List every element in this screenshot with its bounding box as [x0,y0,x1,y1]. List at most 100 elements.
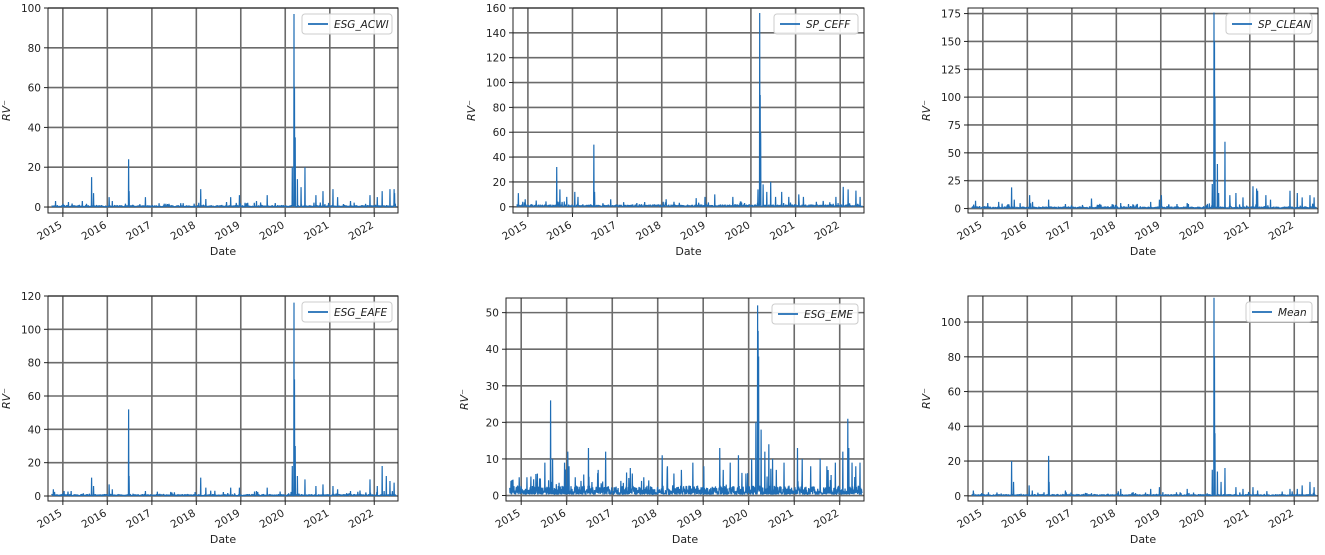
legend-box [771,303,859,325]
y-tick-label: 40 [28,122,41,134]
x-tick-label: 2021 [768,219,797,243]
y-tick-label: 20 [493,177,506,189]
y-tick-label: 40 [948,421,961,433]
x-tick-label: 2015 [35,507,64,531]
legend-box [301,301,393,323]
x-tick-label: 2018 [1089,507,1118,531]
y-tick-label: 80 [28,358,41,370]
y-tick-label: 60 [28,391,41,403]
series-line [509,305,863,496]
chart-mean: 0 20 40 60 80 100 2015 2016 2017 2018 2019 2020 2021… [900,288,1325,555]
y-tick-label: 0 [954,491,961,503]
y-tick-label: 40 [486,344,499,356]
y-tick-label: 175 [941,9,961,21]
y-tick-label: 120 [21,291,41,303]
y-tick-label: 0 [954,204,961,216]
y-tick-label: 25 [948,176,961,188]
x-tick-label: 2017 [1044,219,1073,243]
chart-svg: 0 20 40 60 80 100 2015 2016 2017 2018 2019 2020 2021… [0,3,399,258]
y-tick-label: 80 [948,352,961,364]
series-line [971,12,1317,209]
x-tick-label: 2022 [1267,507,1296,531]
y-tick-label: 80 [28,43,41,55]
x-tick-label: 2018 [169,219,198,243]
y-tick-label: 120 [486,53,506,65]
x-tick-label: 2015 [955,507,984,531]
x-tick-label: 2022 [347,507,376,531]
y-tick-label: 100 [941,317,961,329]
chart-svg: 0 25 50 75 100 125 150 175 2015 2016 2017 2018 2019 2… [920,7,1319,258]
y-tick-label: 0 [34,491,41,503]
x-tick-label: 2020 [1178,507,1207,531]
y-tick-label: 60 [28,83,41,95]
y-tick-label: 100 [21,324,41,336]
y-tick-label: 10 [486,454,499,466]
y-tick-label: 75 [948,120,961,132]
y-axis-label: RV⁻ [465,100,478,121]
x-axis-label: Date [210,533,237,546]
legend-label: ESG_ACWI [334,19,389,31]
chart-sp-clean: 0 25 50 75 100 125 150 175 2015 2016 2017 2018 2019 2… [900,0,1325,270]
chart-esg-eme: 0 10 20 30 40 50 2015 2016 2017 2018 2019 2020 2021 2… [455,288,885,555]
y-axis-label: RV⁻ [920,388,933,409]
legend-label: ESG_EAFE [334,307,388,319]
chart-esg-acwi: 0 20 40 60 80 100 2015 2016 2017 2018 2019 2020 2021… [0,0,420,270]
chart-svg: 0 10 20 30 40 50 2015 2016 2017 2018 2019 2020 2021 2… [458,297,865,546]
x-tick-label: 2015 [500,219,529,243]
x-tick-label: 2016 [80,507,109,531]
y-tick-label: 20 [28,458,41,470]
legend-box [1225,13,1313,35]
axes-frame [967,7,1319,214]
x-tick-label: 2019 [213,507,242,531]
series-line [51,302,397,497]
x-tick-label: 2020 [723,219,752,243]
y-tick-label: 40 [493,152,506,164]
x-tick-label: 2015 [955,219,984,243]
axes-frame [967,295,1319,502]
axes-frame [512,7,865,214]
x-tick-label: 2018 [169,507,198,531]
x-tick-label: 2018 [630,507,659,531]
x-tick-label: 2022 [813,219,842,243]
y-tick-label: 125 [941,64,961,76]
legend-label: ESG_EME [804,309,853,321]
x-axis-label: Date [1130,245,1157,258]
x-tick-label: 2019 [1133,219,1162,243]
x-axis-label: Date [672,533,699,546]
y-tick-label: 0 [499,202,506,214]
x-axis-label: Date [1130,533,1157,546]
x-tick-label: 2016 [1000,219,1029,243]
axes-frame [505,297,865,502]
legend-box [773,13,859,35]
y-tick-label: 20 [28,162,41,174]
y-tick-label: 60 [948,387,961,399]
chart-svg: 0 20 40 60 80 100 120 140 160 2015 2016 2017 2018 201… [465,3,865,258]
x-tick-label: 2021 [767,507,796,531]
y-tick-label: 100 [21,3,41,15]
legend-box [1245,301,1313,323]
x-tick-label: 2019 [676,507,705,531]
x-tick-label: 2017 [124,507,153,531]
chart-esg-eafe: 0 20 40 60 80 100 120 2015 2016 2017 2018 2019 2020 2… [0,288,420,555]
legend-label: SP_CEFF [806,19,851,31]
y-tick-label: 20 [486,417,499,429]
x-tick-label: 2020 [1178,219,1207,243]
y-tick-label: 100 [486,78,506,90]
x-tick-label: 2019 [213,219,242,243]
x-tick-label: 2016 [80,219,109,243]
x-tick-label: 2017 [590,219,619,243]
x-tick-label: 2020 [721,507,750,531]
x-tick-label: 2017 [1044,507,1073,531]
y-tick-label: 60 [493,127,506,139]
x-tick-label: 2015 [35,219,64,243]
y-tick-label: 50 [486,308,499,320]
x-tick-label: 2021 [1222,507,1251,531]
x-tick-label: 2020 [258,219,287,243]
x-tick-label: 2018 [634,219,663,243]
legend-label: SP_CLEAN [1258,19,1311,31]
y-axis-label: RV⁻ [0,100,13,121]
y-axis-label: RV⁻ [0,388,13,409]
x-tick-label: 2015 [494,507,523,531]
axes-frame [47,295,399,502]
x-tick-label: 2020 [258,507,287,531]
